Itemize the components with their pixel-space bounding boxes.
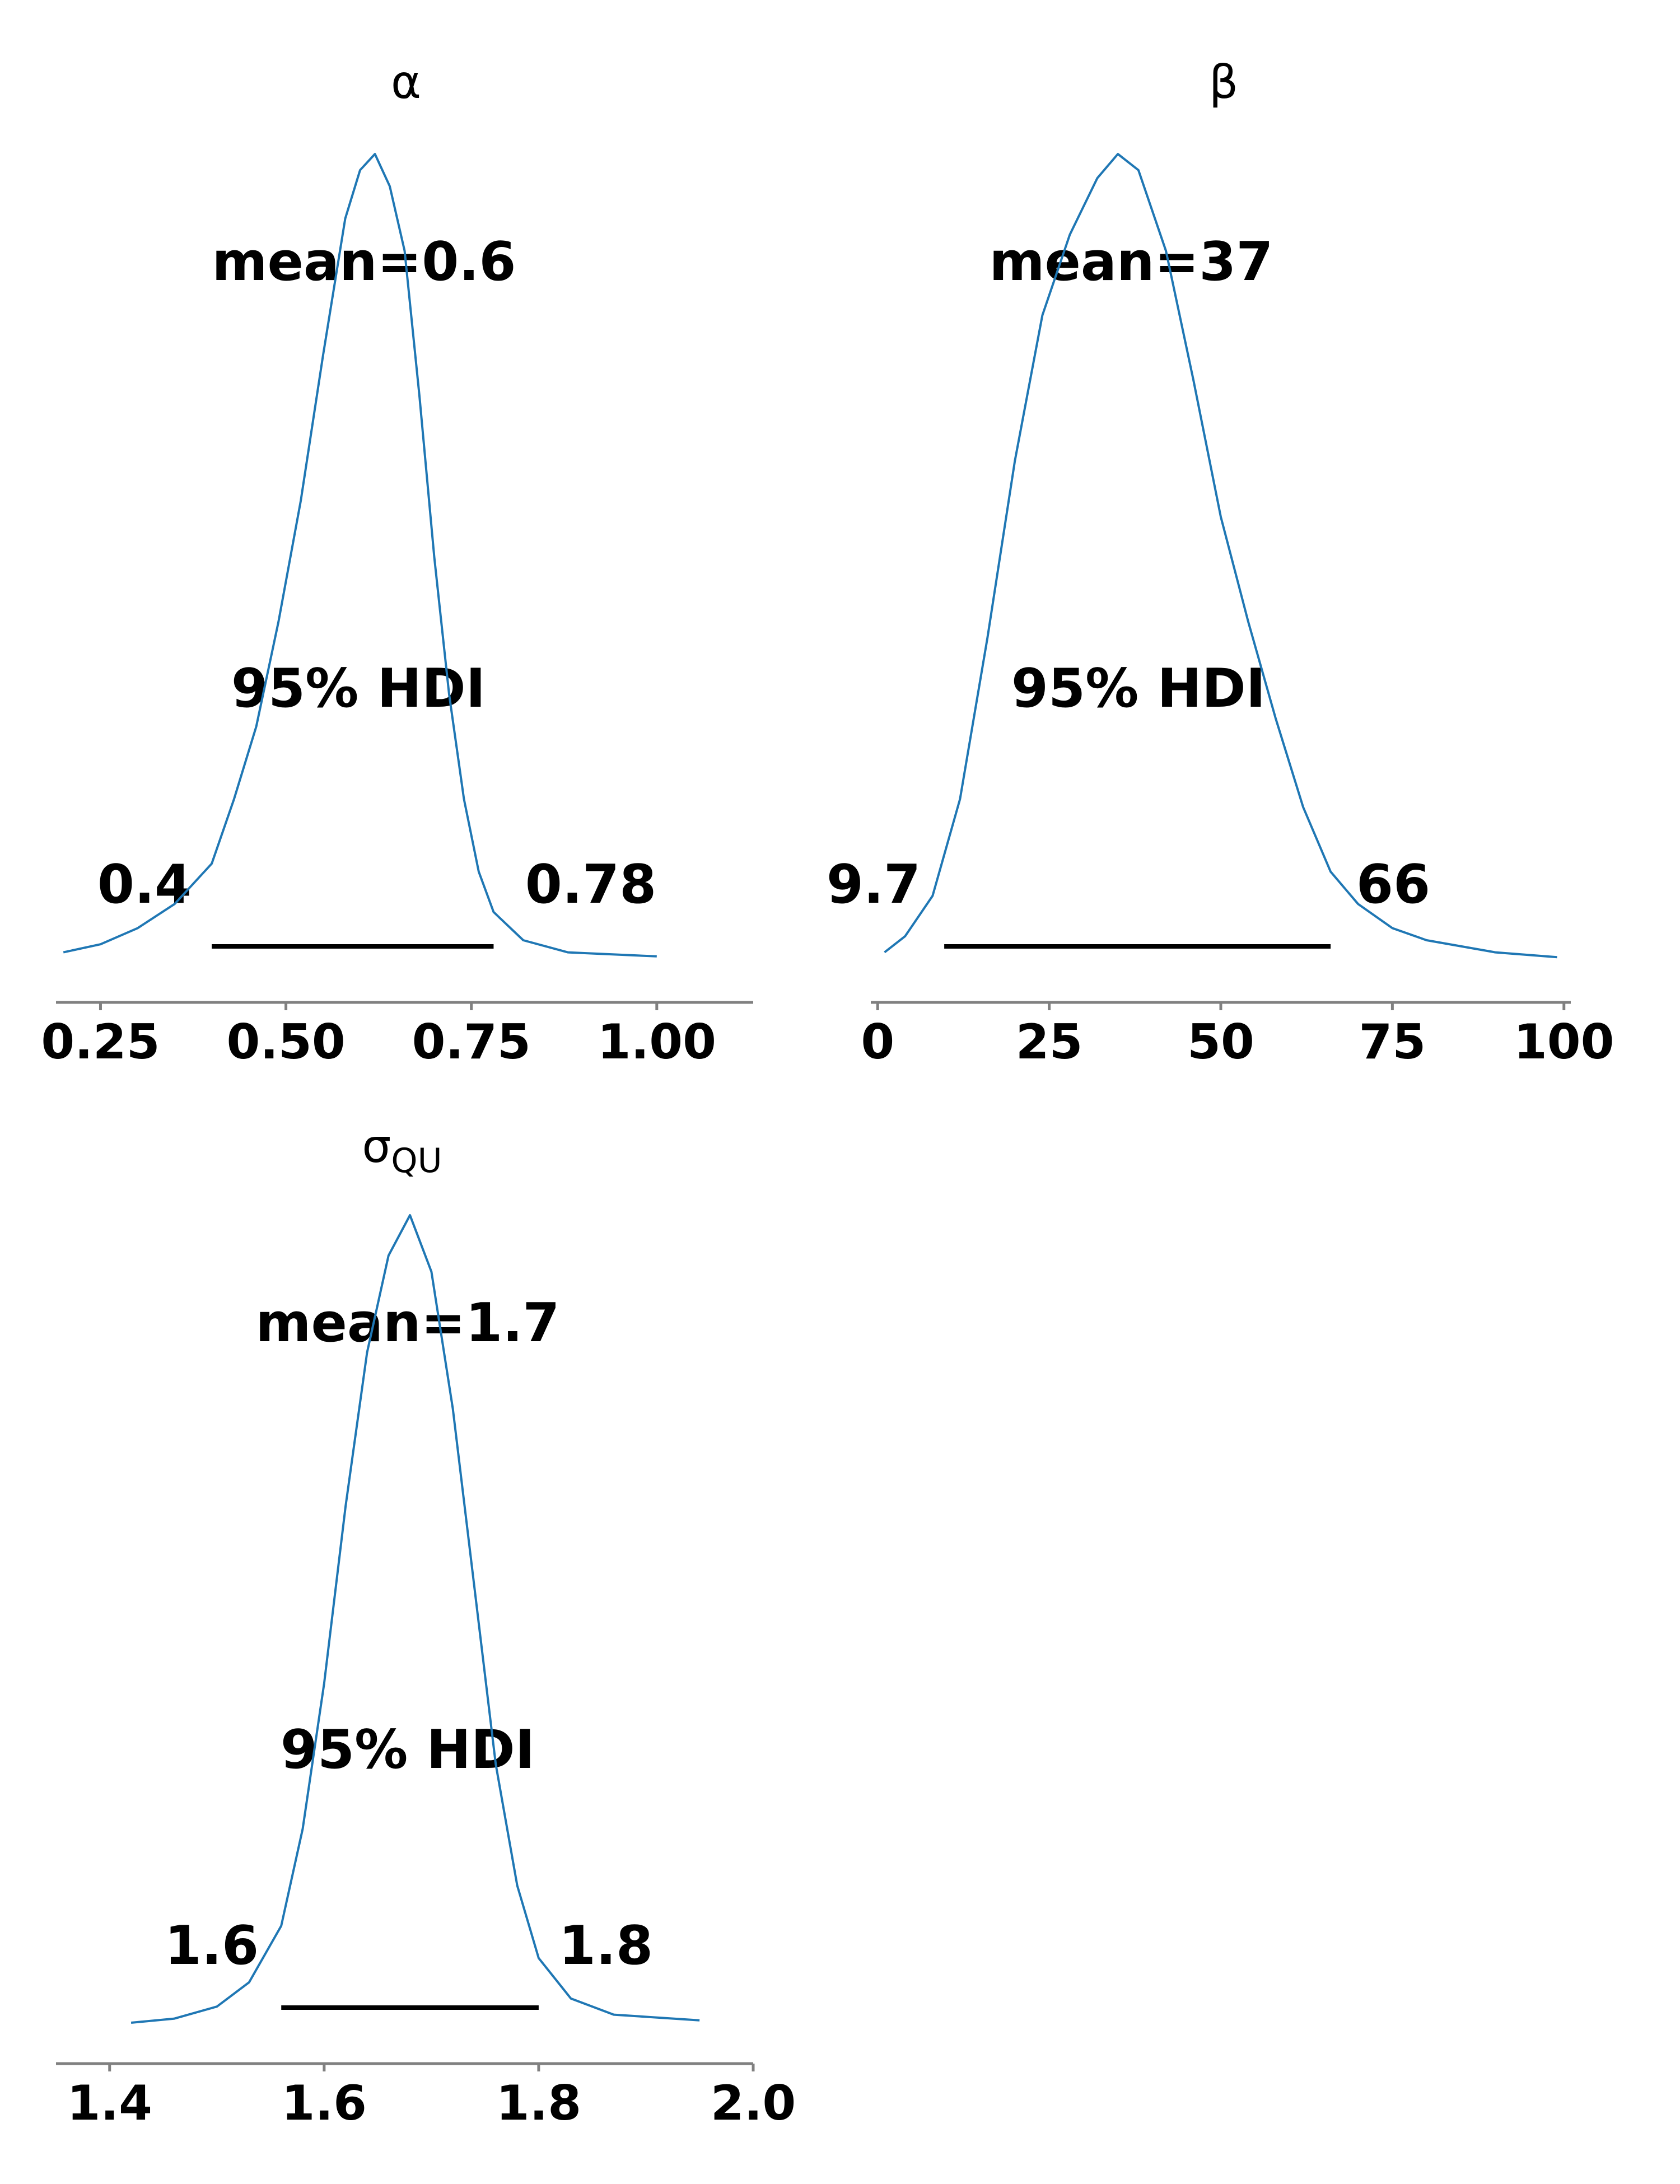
x-tick-label: 0 xyxy=(861,1014,894,1070)
mean-label: mean=0.6 xyxy=(212,231,516,293)
hdi-high-label: 1.8 xyxy=(559,1915,653,1977)
panel-beta: β mean=37 95% HDI 9.7 66 0 25 50 75 100 xyxy=(827,56,1614,1070)
panel-title: α xyxy=(391,56,421,109)
x-tick-label: 25 xyxy=(1016,1014,1083,1070)
density-curve xyxy=(884,153,1557,959)
density-curve xyxy=(63,153,657,958)
panel-alpha: α mean=0.6 95% HDI 0.4 0.78 0.25 0.50 0.75… xyxy=(41,56,753,1070)
hdi-low-label: 1.6 xyxy=(165,1915,259,1977)
panel-sigma-qu: σQU mean=1.7 95% HDI 1.6 1.8 1.4 1.6 1.8 2.… xyxy=(56,1120,796,2131)
x-tick-label: 0.50 xyxy=(226,1014,345,1070)
panel-title: σQU xyxy=(362,1120,442,1180)
hdi-high-label: 66 xyxy=(1356,854,1430,916)
hdi-low-label: 0.4 xyxy=(97,854,192,916)
x-tick-label: 75 xyxy=(1359,1014,1426,1070)
x-tick-label: 1.4 xyxy=(67,2075,152,2131)
x-tick-label: 50 xyxy=(1187,1014,1254,1070)
x-tick-label: 2.0 xyxy=(711,2075,796,2131)
hdi-label: 95% HDI xyxy=(231,658,486,720)
hdi-high-label: 0.78 xyxy=(525,854,656,916)
hdi-low-label: 9.7 xyxy=(827,854,921,916)
x-tick-label: 0.25 xyxy=(41,1014,160,1070)
mean-label: mean=37 xyxy=(990,231,1273,293)
x-tick-label: 100 xyxy=(1514,1014,1614,1070)
x-tick-label: 0.75 xyxy=(412,1014,531,1070)
x-tick-label: 1.00 xyxy=(598,1014,716,1070)
mean-label: mean=1.7 xyxy=(255,1292,559,1354)
x-tick-label: 1.6 xyxy=(282,2075,367,2131)
x-tick-label: 1.8 xyxy=(496,2075,581,2131)
density-curve xyxy=(130,1214,700,2024)
panel-title: β xyxy=(1209,56,1238,109)
hdi-label: 95% HDI xyxy=(1011,658,1266,720)
